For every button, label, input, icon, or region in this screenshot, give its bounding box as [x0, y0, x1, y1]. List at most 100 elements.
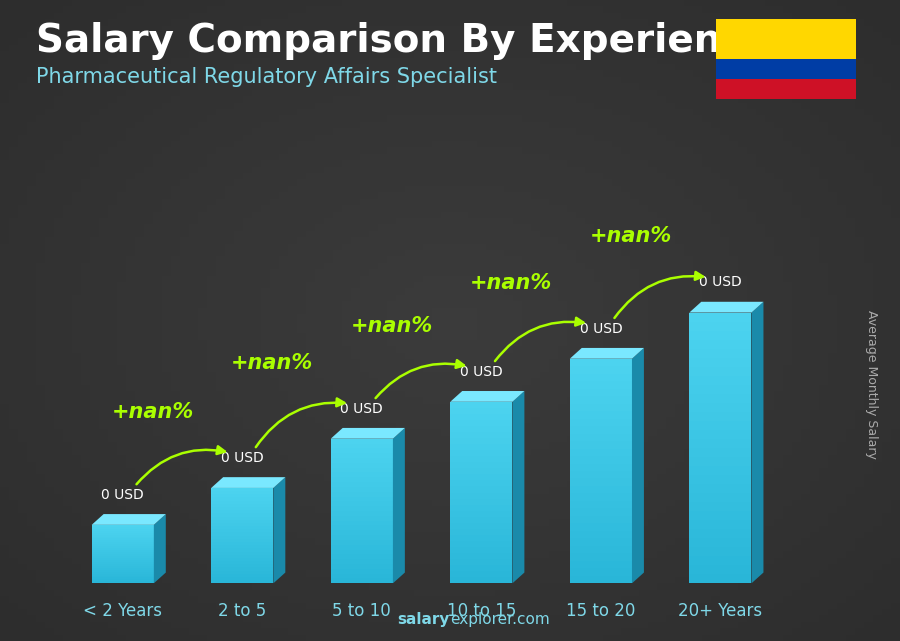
Polygon shape: [92, 537, 154, 538]
Polygon shape: [331, 535, 393, 540]
Polygon shape: [212, 510, 274, 513]
Polygon shape: [450, 487, 512, 492]
Polygon shape: [450, 541, 512, 547]
Text: 0 USD: 0 USD: [102, 488, 144, 502]
Polygon shape: [92, 550, 154, 552]
Polygon shape: [331, 578, 393, 583]
Polygon shape: [154, 514, 166, 583]
Polygon shape: [450, 426, 512, 432]
Polygon shape: [331, 438, 393, 444]
Polygon shape: [212, 504, 274, 507]
Text: explorer.com: explorer.com: [450, 612, 550, 627]
Polygon shape: [450, 523, 512, 529]
Text: 20+ Years: 20+ Years: [679, 602, 762, 620]
Polygon shape: [689, 385, 751, 394]
Polygon shape: [92, 552, 154, 554]
Polygon shape: [92, 540, 154, 542]
Polygon shape: [689, 421, 751, 430]
Polygon shape: [689, 475, 751, 484]
Polygon shape: [212, 577, 274, 580]
Text: 0 USD: 0 USD: [460, 365, 503, 379]
Polygon shape: [570, 396, 632, 404]
Polygon shape: [570, 463, 632, 471]
Polygon shape: [450, 571, 512, 578]
Polygon shape: [689, 556, 751, 565]
Polygon shape: [570, 388, 632, 396]
Polygon shape: [689, 511, 751, 520]
Polygon shape: [450, 481, 512, 487]
Text: Average Monthly Salary: Average Monthly Salary: [865, 310, 878, 459]
Polygon shape: [570, 374, 632, 381]
Polygon shape: [689, 412, 751, 421]
Polygon shape: [331, 463, 393, 468]
Polygon shape: [689, 430, 751, 439]
Polygon shape: [92, 544, 154, 546]
Polygon shape: [92, 578, 154, 579]
Polygon shape: [570, 538, 632, 546]
Polygon shape: [92, 570, 154, 572]
Text: +nan%: +nan%: [590, 226, 672, 246]
Polygon shape: [331, 497, 393, 501]
Polygon shape: [92, 538, 154, 540]
Polygon shape: [92, 527, 154, 529]
Polygon shape: [331, 444, 393, 448]
Polygon shape: [450, 578, 512, 583]
Polygon shape: [331, 549, 393, 554]
Polygon shape: [92, 576, 154, 578]
Polygon shape: [450, 499, 512, 504]
Polygon shape: [450, 517, 512, 523]
Polygon shape: [570, 456, 632, 463]
Text: 2 to 5: 2 to 5: [218, 602, 266, 620]
Polygon shape: [92, 562, 154, 564]
Polygon shape: [689, 358, 751, 367]
Polygon shape: [331, 468, 393, 472]
Polygon shape: [331, 554, 393, 559]
Polygon shape: [450, 474, 512, 481]
Polygon shape: [450, 432, 512, 438]
Polygon shape: [450, 565, 512, 571]
Polygon shape: [92, 533, 154, 535]
Polygon shape: [570, 419, 632, 426]
Polygon shape: [689, 502, 751, 511]
Polygon shape: [212, 523, 274, 526]
Polygon shape: [689, 547, 751, 556]
Polygon shape: [689, 439, 751, 448]
Polygon shape: [450, 492, 512, 499]
Polygon shape: [450, 438, 512, 444]
Polygon shape: [570, 494, 632, 501]
Polygon shape: [689, 529, 751, 538]
Polygon shape: [331, 453, 393, 458]
Polygon shape: [331, 448, 393, 453]
Polygon shape: [92, 546, 154, 548]
Polygon shape: [331, 540, 393, 545]
Polygon shape: [331, 482, 393, 487]
Polygon shape: [570, 359, 632, 366]
Polygon shape: [570, 411, 632, 419]
Polygon shape: [212, 494, 274, 497]
Text: < 2 Years: < 2 Years: [84, 602, 162, 620]
Polygon shape: [689, 403, 751, 412]
Polygon shape: [570, 426, 632, 433]
Text: 0 USD: 0 USD: [699, 276, 742, 290]
Polygon shape: [689, 394, 751, 403]
Polygon shape: [450, 469, 512, 474]
Polygon shape: [570, 478, 632, 486]
Polygon shape: [570, 569, 632, 576]
Polygon shape: [212, 539, 274, 542]
Polygon shape: [689, 484, 751, 493]
Polygon shape: [450, 511, 512, 517]
Polygon shape: [450, 504, 512, 511]
Polygon shape: [331, 559, 393, 564]
Polygon shape: [450, 444, 512, 450]
Polygon shape: [274, 477, 285, 583]
Polygon shape: [632, 348, 644, 583]
Polygon shape: [570, 381, 632, 388]
Polygon shape: [92, 548, 154, 550]
Polygon shape: [331, 511, 393, 516]
Polygon shape: [689, 448, 751, 457]
Polygon shape: [331, 516, 393, 520]
Polygon shape: [331, 478, 393, 482]
Polygon shape: [570, 486, 632, 494]
Polygon shape: [689, 322, 751, 331]
Polygon shape: [689, 538, 751, 547]
